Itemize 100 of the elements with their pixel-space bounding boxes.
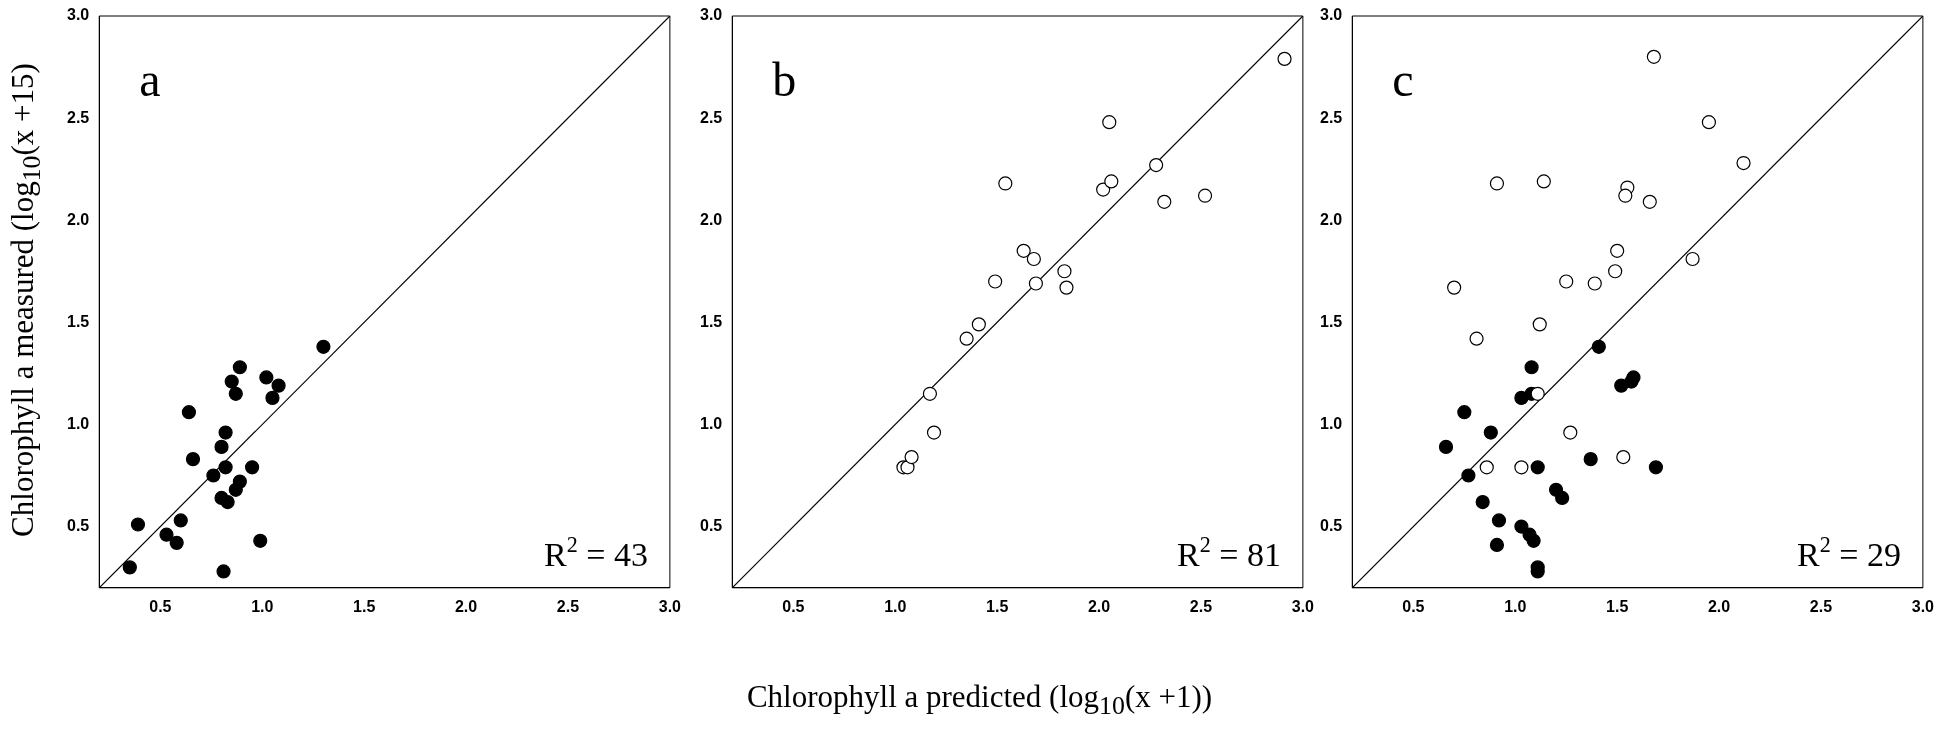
text: b: [772, 53, 797, 106]
y-tick-label: 0.5: [1319, 516, 1343, 534]
x-tick-label: 2.5: [1189, 597, 1213, 615]
point: [998, 176, 1013, 191]
point: [1461, 468, 1476, 483]
x-tick-label: 1.0: [251, 597, 274, 615]
y-tick-label: 2.0: [66, 210, 90, 228]
point: [1587, 276, 1602, 291]
x-tick-label: 2.5: [1809, 597, 1833, 615]
point: [1530, 460, 1545, 475]
point: [1475, 494, 1490, 510]
point: [1489, 537, 1505, 553]
point: [271, 378, 286, 393]
point: [1479, 460, 1494, 475]
point: [1642, 194, 1657, 209]
point: [1059, 280, 1074, 295]
y-tick-label: 2.0: [1319, 210, 1343, 228]
x-tick-label: 2.0: [1707, 597, 1731, 615]
y-tick-label: 1.5: [66, 312, 90, 330]
x-tick-label: 0.5: [782, 597, 805, 615]
x-tick-label: 0.5: [1402, 597, 1425, 615]
point: [1483, 425, 1498, 440]
y-tick-label: 3.0: [1319, 6, 1343, 24]
text: a: [139, 53, 161, 106]
point: [206, 468, 221, 483]
point: [265, 390, 280, 405]
point: [1514, 460, 1529, 475]
point: [1532, 317, 1547, 332]
x-tick-label: 1.5: [986, 597, 1009, 615]
point: [159, 527, 174, 542]
point: [316, 339, 331, 354]
point: [959, 331, 974, 346]
point: [1489, 176, 1505, 191]
point: [1028, 276, 1043, 291]
point: [1648, 460, 1663, 475]
point: [1457, 405, 1472, 420]
y-tick-label: 2.0: [699, 210, 723, 228]
point: [926, 425, 942, 440]
y-tick-label: 2.5: [1319, 108, 1343, 126]
point: [1157, 194, 1172, 209]
point: [173, 513, 188, 528]
point: [214, 439, 229, 454]
point: [1104, 174, 1119, 189]
point: [1524, 360, 1539, 375]
x-tick-label: 2.0: [454, 597, 478, 615]
y-tick-label: 1.0: [699, 414, 723, 432]
x-tick-label: 3.0: [1291, 597, 1315, 615]
point: [988, 274, 1003, 289]
point: [216, 564, 231, 579]
point: [224, 374, 239, 389]
point: [1591, 339, 1606, 354]
point: [232, 474, 247, 489]
point: [169, 535, 184, 550]
x-axis-title: Chlorophyll a predicted (log$_{10}$(x +1)): [746, 678, 1213, 722]
point: [1491, 513, 1507, 528]
y-tick-label: 2.5: [699, 108, 723, 126]
point: [185, 452, 201, 467]
point: [1057, 264, 1072, 279]
x-tick-label: 0.5: [149, 597, 172, 615]
point: [218, 460, 233, 475]
y-tick-label: 3.0: [66, 6, 90, 24]
point: [1701, 115, 1716, 130]
y-tick-label: 0.5: [699, 516, 723, 534]
point: [1555, 490, 1570, 506]
point: [904, 450, 919, 465]
point: [1646, 49, 1661, 64]
x-tick-label: 1.5: [353, 597, 376, 615]
point: [1102, 115, 1117, 130]
point: [1685, 251, 1700, 267]
y-tick-label: 1.5: [1319, 312, 1343, 330]
x-tick-label: 2.0: [1087, 597, 1111, 615]
point: [1469, 331, 1484, 346]
point: [1530, 386, 1545, 401]
y-tick-label: 3.0: [699, 6, 723, 24]
point: [1736, 155, 1751, 171]
point: [1618, 188, 1633, 203]
point: [1438, 439, 1454, 454]
y-tick-label: 1.5: [699, 312, 723, 330]
y-tick-label: 1.0: [1319, 414, 1343, 432]
point: [1610, 243, 1625, 258]
point: [218, 425, 233, 440]
point: [232, 360, 247, 375]
point: [1536, 174, 1551, 189]
point: [1583, 452, 1598, 467]
point: [1197, 188, 1213, 203]
y-tick-label: 0.5: [66, 516, 90, 534]
point: [1614, 378, 1629, 393]
y-tick-label: 2.5: [66, 108, 90, 126]
x-tick-label: 1.0: [1504, 597, 1527, 615]
point: [1016, 243, 1031, 258]
point: [244, 460, 260, 475]
x-tick-label: 3.0: [658, 597, 682, 615]
point: [922, 386, 938, 401]
point: [220, 494, 235, 510]
y-tick-label: 1.0: [66, 414, 90, 432]
x-tick-label: 2.5: [556, 597, 580, 615]
point: [1563, 425, 1578, 440]
point: [1559, 274, 1574, 289]
point: [1447, 280, 1462, 295]
point: [1149, 157, 1164, 173]
